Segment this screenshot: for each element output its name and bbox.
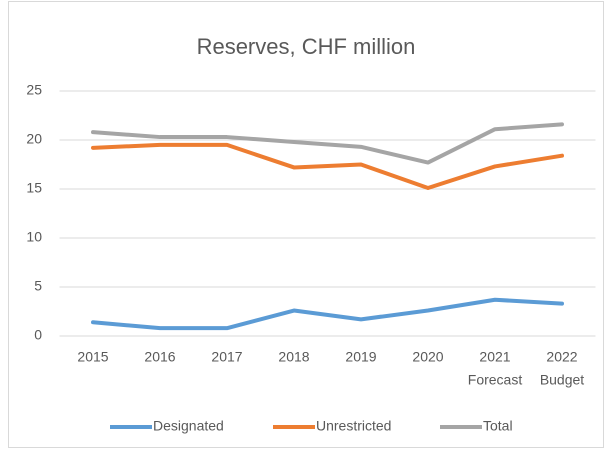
x-tick-label: 2022 bbox=[546, 349, 577, 365]
x-tick-sublabel: Forecast bbox=[468, 372, 523, 388]
chart-title: Reserves, CHF million bbox=[197, 34, 416, 59]
series-line bbox=[91, 142, 564, 191]
y-tick-label: 10 bbox=[26, 229, 42, 245]
legend-label: Designated bbox=[153, 418, 224, 434]
x-tick-label: 2019 bbox=[345, 349, 376, 365]
x-tick-sublabel: Budget bbox=[540, 372, 584, 388]
legend-label: Unrestricted bbox=[316, 418, 391, 434]
y-tick-label: 25 bbox=[26, 82, 42, 98]
x-tick-label: 2017 bbox=[211, 349, 242, 365]
x-tick-label: 2016 bbox=[144, 349, 175, 365]
x-tick-label: 2018 bbox=[278, 349, 309, 365]
x-tick-label: 2015 bbox=[77, 349, 108, 365]
y-tick-label: 0 bbox=[34, 327, 42, 343]
x-tick-label: 2021 bbox=[479, 349, 510, 365]
y-tick-label: 5 bbox=[34, 278, 42, 294]
legend-label: Total bbox=[483, 418, 513, 434]
y-tick-label: 15 bbox=[26, 180, 42, 196]
series-line bbox=[91, 122, 564, 165]
series-line bbox=[91, 297, 564, 331]
y-tick-label: 20 bbox=[26, 131, 42, 147]
x-tick-label: 2020 bbox=[412, 349, 443, 365]
chart-frame bbox=[8, 1, 604, 448]
